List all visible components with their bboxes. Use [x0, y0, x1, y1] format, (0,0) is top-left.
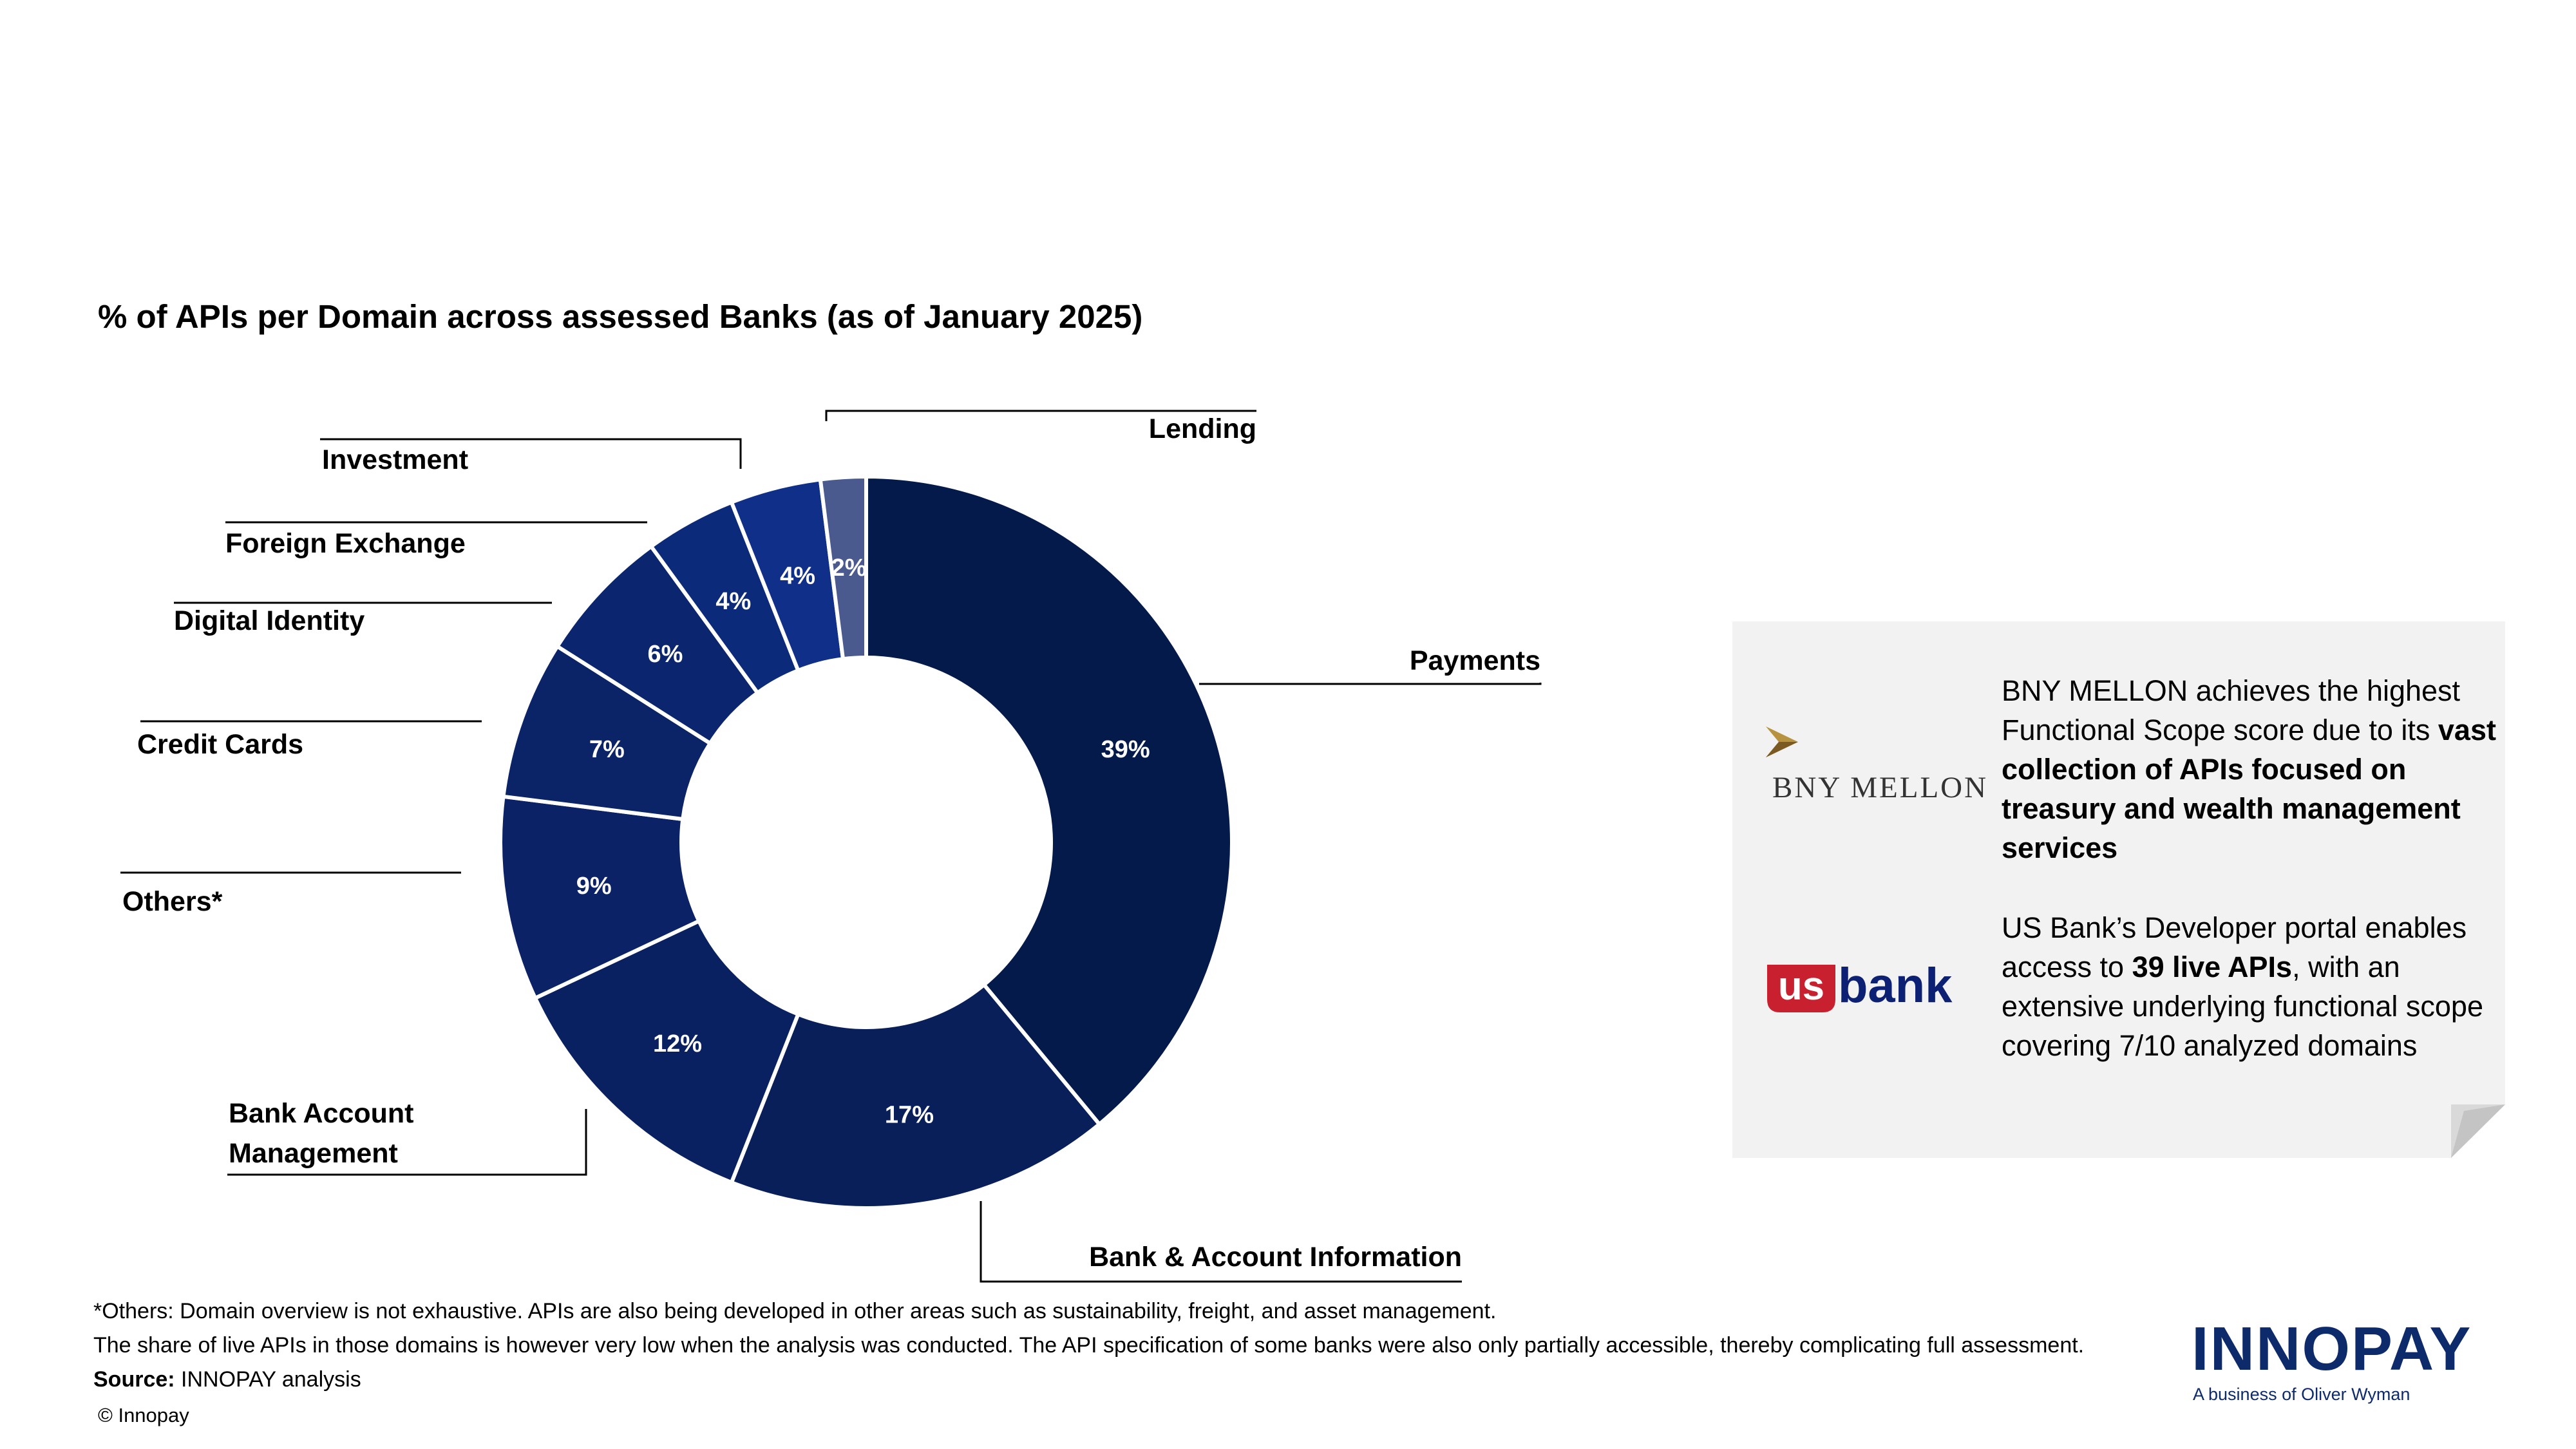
innopay-tagline: A business of Oliver Wyman: [2193, 1385, 2410, 1404]
footnote-source: Source: INNOPAY analysis: [93, 1367, 361, 1392]
category-label-payments: Payments: [1410, 645, 1540, 676]
slice-others: [498, 794, 702, 1001]
leader-bank-account-information: [980, 1201, 1462, 1283]
category-label-bank-account-management: Bank Account Management: [229, 1098, 414, 1169]
category-label-lending: Lending: [1149, 413, 1256, 444]
category-label-digital-identity: Digital Identity: [174, 605, 365, 636]
footnote-others: *Others: Domain overview is not exhausti…: [93, 1299, 1497, 1323]
page-fold-corner: [2451, 1104, 2505, 1158]
bny-note-plain: BNY MELLON achieves the highest Function…: [2002, 674, 2461, 746]
slice-payments: [864, 474, 1234, 1127]
us-bank-logo: us bank: [1765, 958, 1971, 1018]
source-text: INNOPAY analysis: [175, 1367, 361, 1392]
donut-slices: [498, 474, 1234, 1210]
copyright: © Innopay: [98, 1404, 189, 1426]
chart-title: % of APIs per Domain across assessed Ban…: [98, 298, 1143, 335]
bny-note: BNY MELLON achieves the highest Function…: [2002, 671, 2504, 867]
slice-bank-account-management: [533, 918, 801, 1186]
usbank-note-bold: 39 live APIs: [2132, 951, 2293, 983]
category-label-investment: Investment: [322, 444, 468, 475]
bny-note-bold: vast collection of APIs focused on treas…: [2002, 714, 2496, 864]
category-label-credit-cards: Credit Cards: [137, 729, 303, 760]
us-logo-text: us: [1778, 964, 1824, 1009]
usbank-note-plain-2: , with an extensive underlying functiona…: [2002, 951, 2483, 1062]
bny-mark-icon: [1766, 726, 1798, 757]
leader-payments: [1199, 683, 1542, 685]
source-label: Source:: [93, 1367, 175, 1392]
usbank-note-plain-1: US Bank’s Developer portal enables acces…: [2002, 911, 2467, 983]
category-labels: Payments Bank & Account Information Bank A…: [122, 413, 1540, 1273]
leader-investment: [320, 438, 742, 469]
donut-value-labels: 39% 17% 12% 9% 7% 6% 4% 4% 2%: [576, 554, 1150, 1129]
value-label-investment: 4%: [780, 562, 815, 589]
slice-lending: [818, 474, 868, 661]
slice-bank-account-information: [729, 981, 1103, 1210]
value-label-payments: 39%: [1101, 736, 1150, 763]
value-label-lending: 2%: [831, 554, 867, 582]
innopay-logo: INNOPAY: [2192, 1314, 2472, 1383]
value-label-foreign-exchange: 4%: [715, 588, 751, 615]
callout-box: [1732, 621, 2505, 1158]
bny-logo-text: BNY MELLON: [1772, 771, 1989, 804]
category-label-bank-account-information: Bank & Account Information: [1089, 1242, 1462, 1273]
leader-lending: [825, 410, 1256, 421]
value-label-bank-account-information: 17%: [885, 1102, 934, 1129]
usbank-note: US Bank’s Developer portal enables acces…: [2002, 908, 2504, 1065]
category-label-others: Others*: [122, 886, 223, 917]
leader-bank-account-management: [227, 1109, 587, 1176]
value-label-others: 9%: [576, 873, 612, 900]
value-label-bank-account-management: 12%: [653, 1030, 702, 1057]
us-shield-icon: [1767, 965, 1835, 1012]
leader-lines: [120, 410, 1542, 1283]
bny-mellon-logo: [1759, 726, 1978, 810]
bank-logo-text: bank: [1838, 960, 1953, 1013]
value-label-digital-identity: 6%: [648, 641, 683, 668]
value-label-credit-cards: 7%: [589, 736, 625, 763]
footnote-share: The share of live APIs in those domains …: [93, 1333, 2085, 1358]
category-label-foreign-exchange: Foreign Exchange: [225, 528, 466, 559]
